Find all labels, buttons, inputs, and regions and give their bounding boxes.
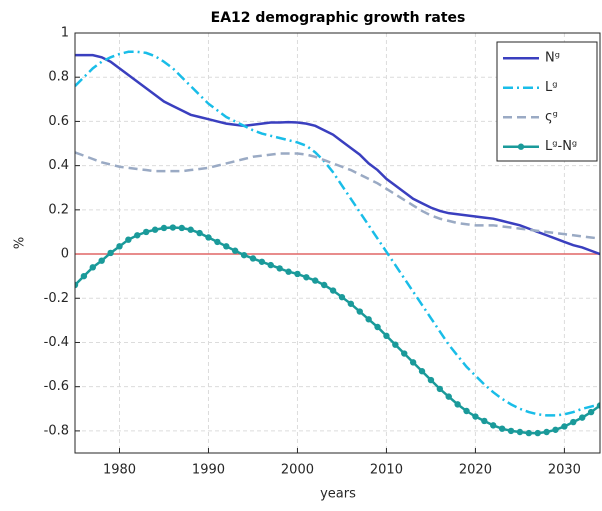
y-axis-label: % — [13, 237, 28, 249]
marker — [392, 341, 399, 348]
marker — [142, 228, 150, 236]
marker — [516, 428, 524, 436]
y-tick-label: -0.2 — [44, 291, 69, 306]
marker — [276, 265, 283, 272]
marker — [427, 376, 435, 384]
marker — [320, 281, 328, 289]
marker — [490, 422, 497, 429]
marker — [98, 257, 105, 264]
marker — [125, 236, 132, 243]
marker — [401, 350, 408, 357]
marker — [160, 224, 168, 232]
marker — [365, 316, 372, 323]
marker — [329, 287, 337, 294]
marker — [383, 332, 390, 340]
y-tick-label: 0 — [61, 247, 69, 262]
x-tick-label: 2030 — [548, 463, 581, 478]
marker — [267, 261, 274, 269]
marker — [356, 308, 363, 315]
marker — [498, 425, 506, 432]
chart-title: EA12 demographic growth rates — [211, 10, 466, 26]
marker — [116, 243, 123, 250]
y-tick-label: 0.6 — [48, 114, 69, 129]
marker — [596, 402, 600, 409]
marker — [436, 385, 444, 393]
axes-box — [74, 32, 601, 454]
marker — [231, 247, 239, 254]
y-tick-label: -0.8 — [44, 423, 69, 438]
x-axis-label: years — [320, 487, 356, 502]
y-tick-label: 0.8 — [48, 70, 69, 85]
marker — [205, 234, 212, 241]
marker — [507, 427, 515, 435]
marker — [196, 229, 203, 237]
y-tick-label: 0.4 — [48, 158, 69, 173]
marker — [303, 274, 310, 281]
legend-marker — [517, 143, 525, 150]
marker — [80, 272, 88, 280]
marker — [240, 251, 248, 259]
marker — [463, 407, 470, 415]
x-tick-label: 2000 — [281, 463, 314, 478]
series-line — [75, 50, 600, 417]
x-tick-label: 2020 — [459, 463, 492, 478]
marker — [223, 243, 230, 250]
y-tick-label: -0.4 — [44, 335, 69, 350]
marker — [187, 226, 194, 233]
y-tick-label: 1 — [61, 26, 69, 41]
marker — [75, 281, 79, 289]
marker — [481, 417, 488, 425]
y-tick-label: -0.6 — [44, 379, 69, 394]
legend-box — [496, 41, 598, 162]
marker — [151, 226, 159, 233]
y-tick-label: 0.2 — [48, 202, 69, 217]
marker — [445, 393, 452, 400]
marker — [472, 413, 479, 420]
marker — [178, 224, 185, 232]
marker — [561, 423, 568, 430]
series-line — [75, 53, 600, 256]
legend-label: ςᵍ — [545, 110, 558, 125]
marker — [579, 414, 586, 421]
marker — [312, 277, 319, 284]
x-tick-label: 1990 — [192, 463, 225, 478]
marker — [570, 418, 577, 426]
marker — [552, 426, 559, 433]
marker — [107, 249, 114, 257]
marker — [285, 268, 292, 275]
marker — [409, 359, 417, 366]
series-group — [75, 50, 600, 437]
marker — [249, 255, 257, 262]
legend-label: Nᵍ — [545, 51, 560, 66]
marker — [169, 224, 177, 231]
marker — [374, 323, 381, 331]
series-line — [75, 151, 600, 240]
legend-label: Lᵍ-Nᵍ — [545, 139, 577, 154]
marker — [214, 238, 221, 246]
marker — [134, 232, 141, 239]
marker — [418, 368, 426, 375]
marker — [258, 258, 266, 265]
marker — [543, 428, 550, 436]
x-tick-label: 2010 — [370, 463, 403, 478]
marker — [454, 401, 461, 408]
marker — [347, 300, 355, 307]
marker — [534, 429, 541, 437]
marker — [587, 408, 595, 416]
marker — [294, 270, 301, 278]
x-tick-label: 1980 — [103, 463, 136, 478]
legend-label: Lᵍ — [545, 80, 558, 95]
marker — [338, 293, 346, 301]
marker — [89, 264, 96, 271]
marker — [525, 429, 533, 437]
